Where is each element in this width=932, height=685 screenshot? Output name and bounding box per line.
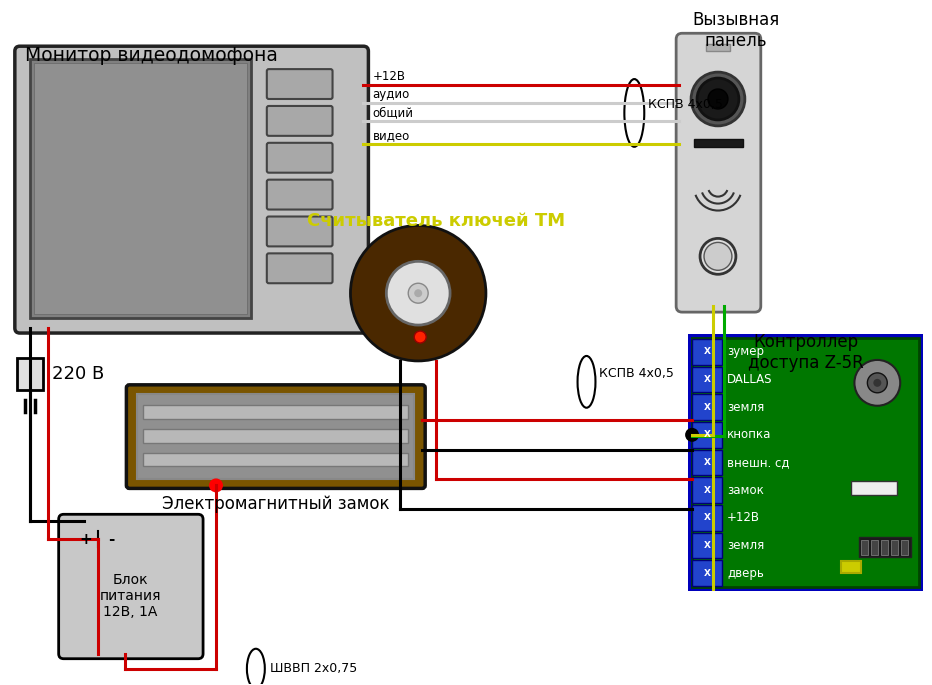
Circle shape	[855, 360, 900, 406]
Bar	[692, 449, 722, 475]
Bar	[692, 422, 722, 448]
Bar	[692, 560, 722, 586]
FancyBboxPatch shape	[267, 253, 333, 283]
FancyBboxPatch shape	[15, 46, 368, 333]
Bar	[17, 358, 43, 390]
Text: общий: общий	[373, 106, 414, 119]
Circle shape	[708, 89, 728, 109]
Bar	[871, 540, 878, 555]
Bar	[692, 477, 722, 503]
Text: X: X	[704, 375, 710, 384]
Text: КСПВ 4х0,5: КСПВ 4х0,5	[599, 367, 675, 380]
FancyBboxPatch shape	[267, 142, 333, 173]
Circle shape	[209, 478, 223, 493]
Bar	[891, 540, 898, 555]
Circle shape	[685, 428, 699, 442]
Bar	[34, 63, 247, 314]
Text: земля: земля	[727, 539, 764, 552]
Circle shape	[414, 289, 422, 297]
Text: Электромагнитный замок: Электромагнитный замок	[162, 495, 390, 513]
Circle shape	[408, 283, 428, 303]
Bar	[30, 59, 251, 318]
Circle shape	[873, 379, 882, 387]
Text: +12В: +12В	[727, 511, 760, 524]
Bar	[144, 405, 408, 419]
Bar	[692, 339, 722, 364]
Bar	[688, 334, 923, 591]
Text: +12В: +12В	[373, 70, 405, 83]
Bar	[706, 45, 730, 51]
Bar	[852, 482, 898, 495]
Text: кнопка: кнопка	[727, 428, 772, 441]
Text: X: X	[704, 541, 710, 550]
FancyBboxPatch shape	[127, 385, 425, 488]
Text: X: X	[704, 513, 710, 523]
Text: аудио: аудио	[373, 88, 410, 101]
Circle shape	[350, 225, 486, 361]
Bar	[692, 366, 722, 393]
Text: земля: земля	[727, 401, 764, 414]
FancyBboxPatch shape	[59, 514, 203, 659]
Text: X: X	[704, 569, 710, 577]
Text: +: +	[79, 532, 92, 547]
Bar	[692, 338, 919, 587]
FancyBboxPatch shape	[267, 216, 333, 247]
FancyBboxPatch shape	[267, 179, 333, 210]
Bar	[901, 540, 908, 555]
Bar	[137, 394, 414, 479]
Circle shape	[697, 78, 739, 120]
Bar	[144, 453, 408, 466]
Circle shape	[700, 238, 736, 274]
Text: X: X	[704, 458, 710, 467]
Bar	[144, 429, 408, 443]
Bar	[842, 561, 861, 573]
Circle shape	[704, 242, 732, 271]
Text: Монитор видеодомофона: Монитор видеодомофона	[25, 46, 278, 65]
Text: -: -	[108, 532, 115, 547]
Text: ШВВП 2х0,75: ШВВП 2х0,75	[269, 662, 357, 675]
Text: зумер: зумер	[727, 345, 764, 358]
Bar	[882, 540, 888, 555]
Bar	[692, 395, 722, 420]
Circle shape	[414, 331, 426, 343]
Bar	[692, 533, 722, 558]
Circle shape	[387, 262, 450, 325]
Bar	[859, 537, 911, 557]
Text: X: X	[704, 430, 710, 439]
Circle shape	[692, 72, 745, 126]
FancyBboxPatch shape	[267, 106, 333, 136]
Text: Контроллер
доступа Z-5R: Контроллер доступа Z-5R	[747, 333, 863, 372]
Text: X: X	[704, 486, 710, 495]
Text: КСПВ 4х0,5: КСПВ 4х0,5	[649, 99, 723, 112]
Text: Вызывная
панель: Вызывная панель	[692, 12, 779, 50]
Text: 220 В: 220 В	[51, 365, 104, 383]
Text: замок: замок	[727, 484, 764, 497]
Text: внешн. сд: внешн. сд	[727, 456, 789, 469]
Text: X: X	[704, 403, 710, 412]
FancyBboxPatch shape	[676, 34, 761, 312]
FancyBboxPatch shape	[267, 69, 333, 99]
Bar	[861, 540, 869, 555]
Text: Считыватель ключей ТМ: Считыватель ключей ТМ	[307, 212, 565, 229]
Bar	[692, 505, 722, 531]
Text: Блок
питания
12В, 1А: Блок питания 12В, 1А	[100, 573, 161, 619]
Text: дверь: дверь	[727, 566, 764, 580]
Text: видео: видео	[373, 129, 410, 142]
Text: X: X	[704, 347, 710, 356]
Text: DALLAS: DALLAS	[727, 373, 773, 386]
Bar	[694, 139, 743, 147]
Circle shape	[868, 373, 887, 393]
